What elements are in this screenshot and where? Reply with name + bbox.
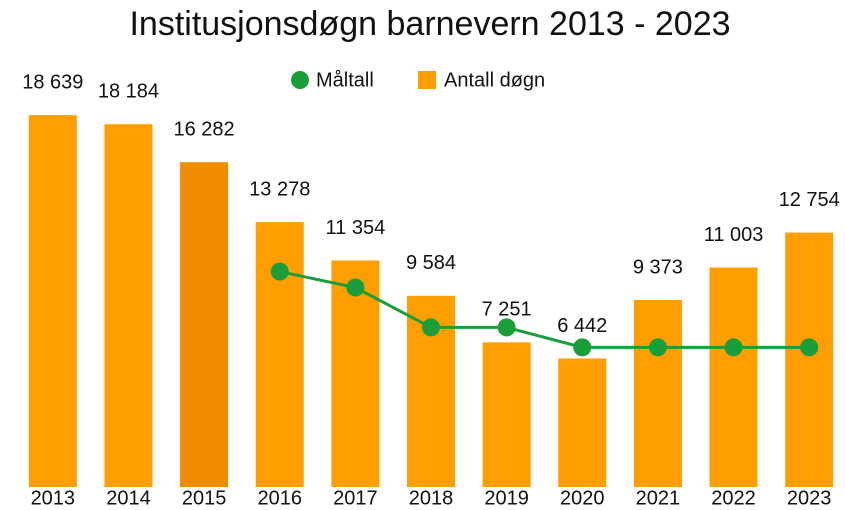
data-label: 9 373 xyxy=(633,256,683,278)
x-tick-label: 2017 xyxy=(333,487,378,509)
x-tick-label: 2019 xyxy=(484,487,529,509)
x-tick-label: 2014 xyxy=(106,487,151,509)
legend-marker xyxy=(418,71,436,89)
bar xyxy=(255,222,304,488)
data-label: 11 003 xyxy=(704,224,764,246)
bar xyxy=(331,260,380,487)
x-tick-label: 2023 xyxy=(787,487,832,509)
data-label: 7 251 xyxy=(482,299,532,321)
point xyxy=(346,278,365,297)
x-tick-label: 2021 xyxy=(636,487,681,509)
data-label: 18 184 xyxy=(98,81,159,103)
data-label: 11 354 xyxy=(326,217,386,239)
legend-marker xyxy=(291,71,309,89)
legend-label: Måltall xyxy=(316,69,374,91)
bar xyxy=(785,232,834,487)
data-label: 9 584 xyxy=(406,252,456,274)
data-label: 16 282 xyxy=(174,118,235,140)
point xyxy=(648,338,667,357)
data-label: 6 442 xyxy=(557,315,607,337)
data-label: 18 639 xyxy=(22,71,83,93)
bar xyxy=(709,267,758,487)
bar xyxy=(180,162,229,487)
bar xyxy=(28,115,77,487)
bar xyxy=(104,124,153,488)
bar xyxy=(633,300,682,487)
point xyxy=(422,318,440,337)
x-tick-label: 2020 xyxy=(560,487,605,509)
data-label: 12 754 xyxy=(779,189,840,211)
point xyxy=(497,318,516,337)
line xyxy=(279,270,810,349)
bar xyxy=(482,342,531,487)
point xyxy=(573,338,592,357)
x-tick-label: 2016 xyxy=(257,487,302,509)
chart-title: Institusjonsdøgn barnevern 2013 - 2023 xyxy=(129,5,730,43)
x-tick-label: 2022 xyxy=(711,487,756,509)
x-tick-label: 2013 xyxy=(31,487,76,509)
point xyxy=(800,338,819,357)
bar xyxy=(558,358,607,487)
x-tick-label: 2018 xyxy=(409,487,454,509)
legend-label: Antall døgn xyxy=(444,69,545,91)
point xyxy=(270,262,289,281)
point xyxy=(724,338,743,357)
data-label: 13 278 xyxy=(249,178,310,200)
x-tick-label: 2015 xyxy=(182,487,227,509)
